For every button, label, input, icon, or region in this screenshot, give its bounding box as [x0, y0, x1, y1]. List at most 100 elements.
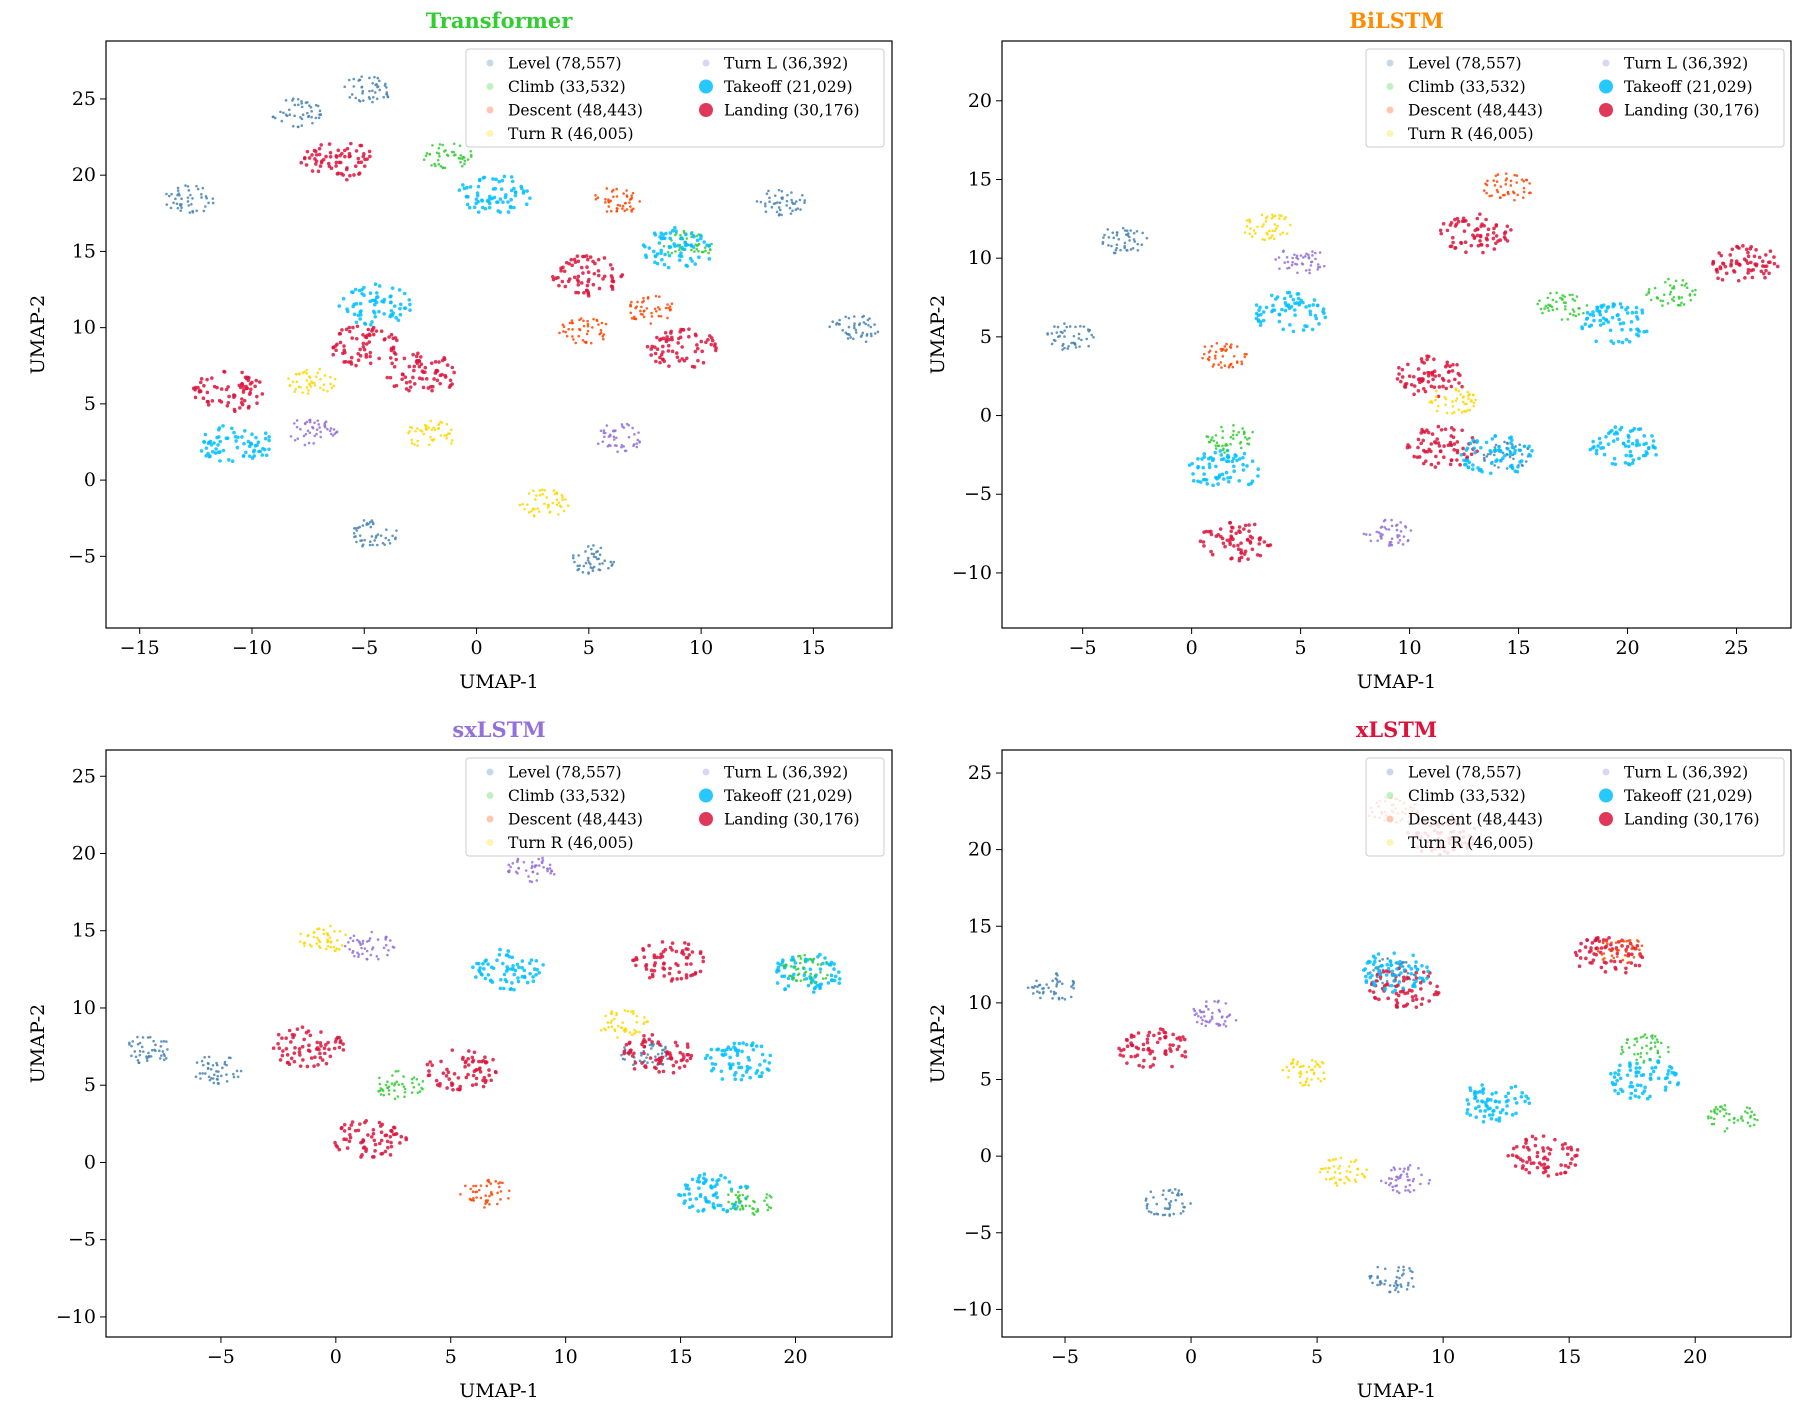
y-tick-label: 20: [72, 842, 96, 864]
legend-marker: [1386, 792, 1394, 799]
x-tick-label: 10: [1431, 1346, 1455, 1368]
cluster-landing: [1198, 520, 1273, 563]
cluster-level: [194, 1055, 243, 1085]
cluster-climb: [781, 953, 829, 985]
y-tick-label: 10: [72, 317, 96, 339]
cluster-turn-r: [518, 488, 570, 518]
y-tick-label: 10: [968, 247, 992, 269]
y-tick-label: 5: [84, 1074, 96, 1096]
y-tick-label: 20: [968, 90, 992, 112]
legend-label: Turn R (46,005): [508, 125, 634, 143]
y-tick-label: 0: [84, 1151, 96, 1173]
cluster-level: [165, 184, 215, 214]
cluster-landing: [1573, 936, 1645, 975]
y-tick-label: −10: [56, 1306, 96, 1328]
legend-marker: [699, 103, 713, 117]
panel-title: BiLSTM: [1349, 8, 1444, 33]
legend-label: Turn R (46,005): [1408, 125, 1534, 143]
cluster-landing: [191, 369, 265, 414]
cluster-descent: [1596, 939, 1644, 965]
cluster-turn-r: [407, 419, 454, 447]
legend-marker: [486, 83, 494, 90]
x-tick-label: 5: [1295, 637, 1307, 659]
y-tick-label: −5: [68, 545, 96, 567]
legend-label: Descent (48,443): [1408, 811, 1543, 829]
x-axis-label: UMAP-1: [459, 1380, 538, 1402]
cluster-level: [1144, 1187, 1192, 1217]
legend: Level (78,557) Climb (33,532) Descent (48,…: [1365, 48, 1785, 148]
cluster-turn-l: [506, 856, 556, 884]
legend-marker: [1602, 768, 1610, 776]
cluster-turn-r: [1318, 1156, 1369, 1187]
y-tick-label: −5: [964, 1222, 992, 1244]
x-tick-label: −5: [1051, 1346, 1079, 1368]
cluster-level: [343, 75, 390, 104]
cluster-takeoff: [775, 952, 842, 994]
y-tick-label: 5: [84, 393, 96, 415]
cluster-level: [1026, 972, 1075, 1001]
x-tick-label: 15: [668, 1346, 692, 1368]
cluster-takeoff: [1187, 448, 1261, 488]
cluster-climb: [727, 1187, 773, 1216]
cluster-descent: [1201, 341, 1248, 369]
legend-label: Descent (48,443): [508, 102, 643, 120]
cluster-landing: [1395, 354, 1464, 399]
cluster-turn-r: [1243, 213, 1292, 242]
cluster-level: [271, 97, 323, 129]
legend-label: Takeoff (21,029): [724, 78, 853, 96]
cluster-takeoff: [703, 1041, 773, 1082]
cluster-turn-l: [289, 418, 339, 447]
x-tick-label: 0: [470, 637, 482, 659]
y-tick-label: 10: [72, 997, 96, 1019]
legend-marker: [1386, 106, 1394, 114]
transformer-panel: Transformer −15 −10 −5 0 5 10 15 −5 0 5 10 15 20 25 UMA…: [0, 0, 900, 708]
panel-title: Transformer: [426, 8, 574, 33]
legend-marker: [699, 788, 713, 803]
y-tick-label: 0: [980, 405, 992, 427]
legend-marker: [1599, 812, 1613, 826]
legend-label: Level (78,557): [1408, 764, 1522, 782]
x-axis-label: UMAP-1: [1357, 1380, 1436, 1402]
legend-label: Turn L (36,392): [724, 55, 848, 73]
panel-title: xLSTM: [1356, 717, 1437, 742]
cluster-landing: [271, 1025, 346, 1069]
y-tick-label: 5: [980, 1069, 992, 1091]
x-tick-label: 5: [445, 1346, 457, 1368]
cluster-landing: [331, 324, 399, 368]
legend-label: Climb (33,532): [508, 787, 626, 805]
xlstm-panel: xLSTM −5 0 5 10 15 20 −10 −5 0 5 10 15 20 25 UMAP-1 UMAP…: [900, 709, 1800, 1417]
scatter-area: [1026, 796, 1759, 1294]
y-axis-label: UMAP-2: [27, 295, 49, 374]
cluster-takeoff: [337, 282, 412, 327]
legend: Level (78,557) Climb (33,532) Descent (48,…: [1365, 757, 1785, 857]
legend-label: Turn R (46,005): [508, 834, 634, 852]
y-tick-label: −5: [68, 1229, 96, 1251]
cluster-turn-l: [596, 422, 641, 454]
legend-marker: [486, 130, 494, 137]
legend-marker: [1386, 59, 1394, 67]
legend-marker: [486, 839, 494, 846]
cluster-takeoff: [641, 226, 712, 270]
y-tick-label: 0: [84, 469, 96, 491]
cluster-climb: [1619, 1033, 1670, 1064]
legend-marker: [702, 768, 710, 776]
legend-marker: [702, 59, 710, 67]
cluster-turn-l: [1192, 999, 1238, 1028]
legend-label: Level (78,557): [508, 764, 622, 782]
cluster-takeoff: [1588, 425, 1658, 467]
cluster-landing: [631, 940, 706, 983]
legend-label: Landing (30,176): [724, 811, 860, 829]
y-tick-label: 20: [968, 839, 992, 861]
legend-marker: [1602, 59, 1610, 67]
legend-marker: [1386, 130, 1394, 137]
cluster-turn-r: [1428, 387, 1477, 415]
cluster-takeoff: [471, 947, 545, 992]
legend-marker: [1599, 788, 1613, 803]
scatter-plot: BiLSTM −5 0 5 10 15 20 25 −10 −5 0 5 10 15 20 UMAP-1 UMA…: [927, 8, 1792, 693]
cluster-level: [1101, 226, 1149, 255]
cluster-turn-r: [287, 367, 337, 395]
cluster-climb: [1645, 277, 1697, 307]
bilstm-panel: BiLSTM −5 0 5 10 15 20 25 −10 −5 0 5 10 15 20 UMAP-1 UMA…: [900, 0, 1800, 708]
plot-frame: [105, 40, 893, 629]
legend-marker: [486, 792, 494, 799]
